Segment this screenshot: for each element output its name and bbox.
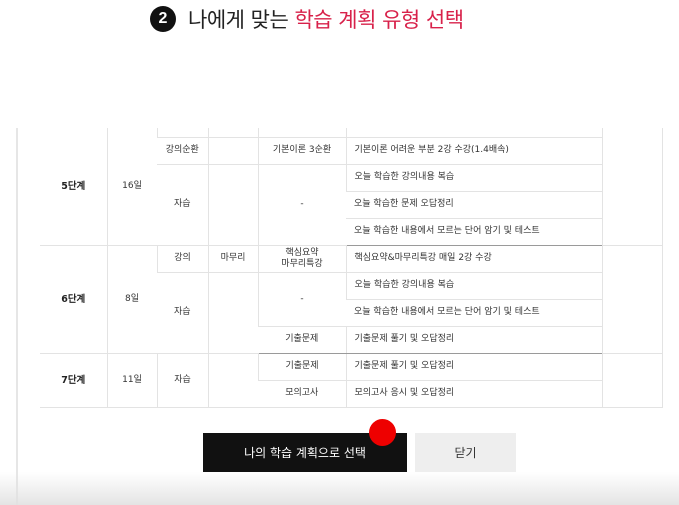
table-row: 오늘 학습한 내용에서 모르는 단어 암기 및 테스트 (40, 299, 662, 327)
table-row: 6단계 8일 강의 마무리 핵심요약 마무리특강 핵심요약&마무리특강 매일 2… (40, 245, 663, 354)
title-plain-text: 나에게 맞는 (188, 8, 295, 32)
stage-name: 6단계 (40, 245, 107, 354)
stage-name: 5단계 (40, 128, 107, 246)
table-row: 모의고사 모의고사 응시 및 오답정리 (40, 380, 662, 408)
modal-header: 2 나에게 맞는 학습 계획 유형 선택 (150, 4, 464, 34)
stage-days: 11일 (106, 353, 157, 408)
stage-days: 8일 (106, 245, 157, 354)
empty-cell (601, 128, 663, 246)
table-row: 7단계 11일 자습 기출문제 기출문제 풀기 및 오답정리 (40, 353, 663, 408)
table-row: 자습 - 오늘 학습한 강의내용 복습 (40, 272, 662, 354)
title-accent-text: 학습 계획 유형 선택 (294, 8, 464, 32)
study-type: 자습 (157, 164, 208, 246)
study-content: 핵심요약 마무리특강 (257, 245, 346, 273)
study-content: 모의고사 (258, 380, 346, 408)
table-row: 강의순환 기본이론 3순환 기본이론 어려운 부분 2강 수강(1.4배속) (40, 137, 662, 165)
study-type: 자습 (157, 272, 208, 354)
study-description: 핵심요약&마무리특강 매일 2강 수강 (345, 245, 602, 273)
table-row: 5단계 16일 (40, 128, 663, 246)
study-description: 모의고사 응시 및 오답정리 (345, 380, 602, 408)
study-description: 기본이론 어려운 부분 2강 수강(1.4배속) (345, 137, 602, 165)
study-content: - (257, 164, 346, 246)
study-content: - (257, 272, 346, 327)
empty-cell (601, 353, 663, 408)
study-plan-table: 5단계 16일 강의순환 기본이론 3순환 기본이론 어려운 부분 2강 수강(… (40, 128, 663, 408)
study-type: 자습 (156, 353, 208, 408)
step-number-badge: 2 (150, 6, 176, 32)
cursor-indicator (369, 419, 396, 446)
close-button[interactable]: 닫기 (415, 433, 516, 472)
study-type: 강의 (156, 245, 208, 273)
study-description: 오늘 학습한 문제 오답정리 (346, 191, 602, 219)
study-description: 오늘 학습한 강의내용 복습 (345, 164, 602, 192)
study-description: 기출문제 풀기 및 오답정리 (345, 353, 602, 381)
table-row: 기출문제 기출문제 풀기 및 오답정리 (40, 326, 662, 354)
table-row: 오늘 학습한 문제 오답정리 (40, 191, 662, 219)
table-row: 자습 - 오늘 학습한 강의내용 복습 (40, 164, 662, 246)
stage-name: 7단계 (40, 353, 107, 408)
study-type: 강의순환 (157, 137, 208, 165)
study-content: 기본이론 3순환 (257, 137, 346, 165)
study-description: 오늘 학습한 내용에서 모르는 단어 암기 및 테스트 (346, 299, 602, 327)
modal-title: 나에게 맞는 학습 계획 유형 선택 (188, 4, 464, 34)
table-row: 오늘 학습한 내용에서 모르는 단어 암기 및 테스트 (40, 218, 662, 246)
study-subtype: 마무리 (207, 245, 258, 273)
study-description: 오늘 학습한 강의내용 복습 (345, 272, 602, 300)
study-content: 기출문제 (258, 326, 346, 354)
study-description: 기출문제 풀기 및 오답정리 (345, 326, 602, 354)
study-description: 오늘 학습한 내용에서 모르는 단어 암기 및 테스트 (346, 218, 602, 246)
stage-days: 16일 (106, 128, 157, 246)
study-content: 기출문제 (257, 353, 346, 381)
empty-cell (601, 245, 663, 354)
